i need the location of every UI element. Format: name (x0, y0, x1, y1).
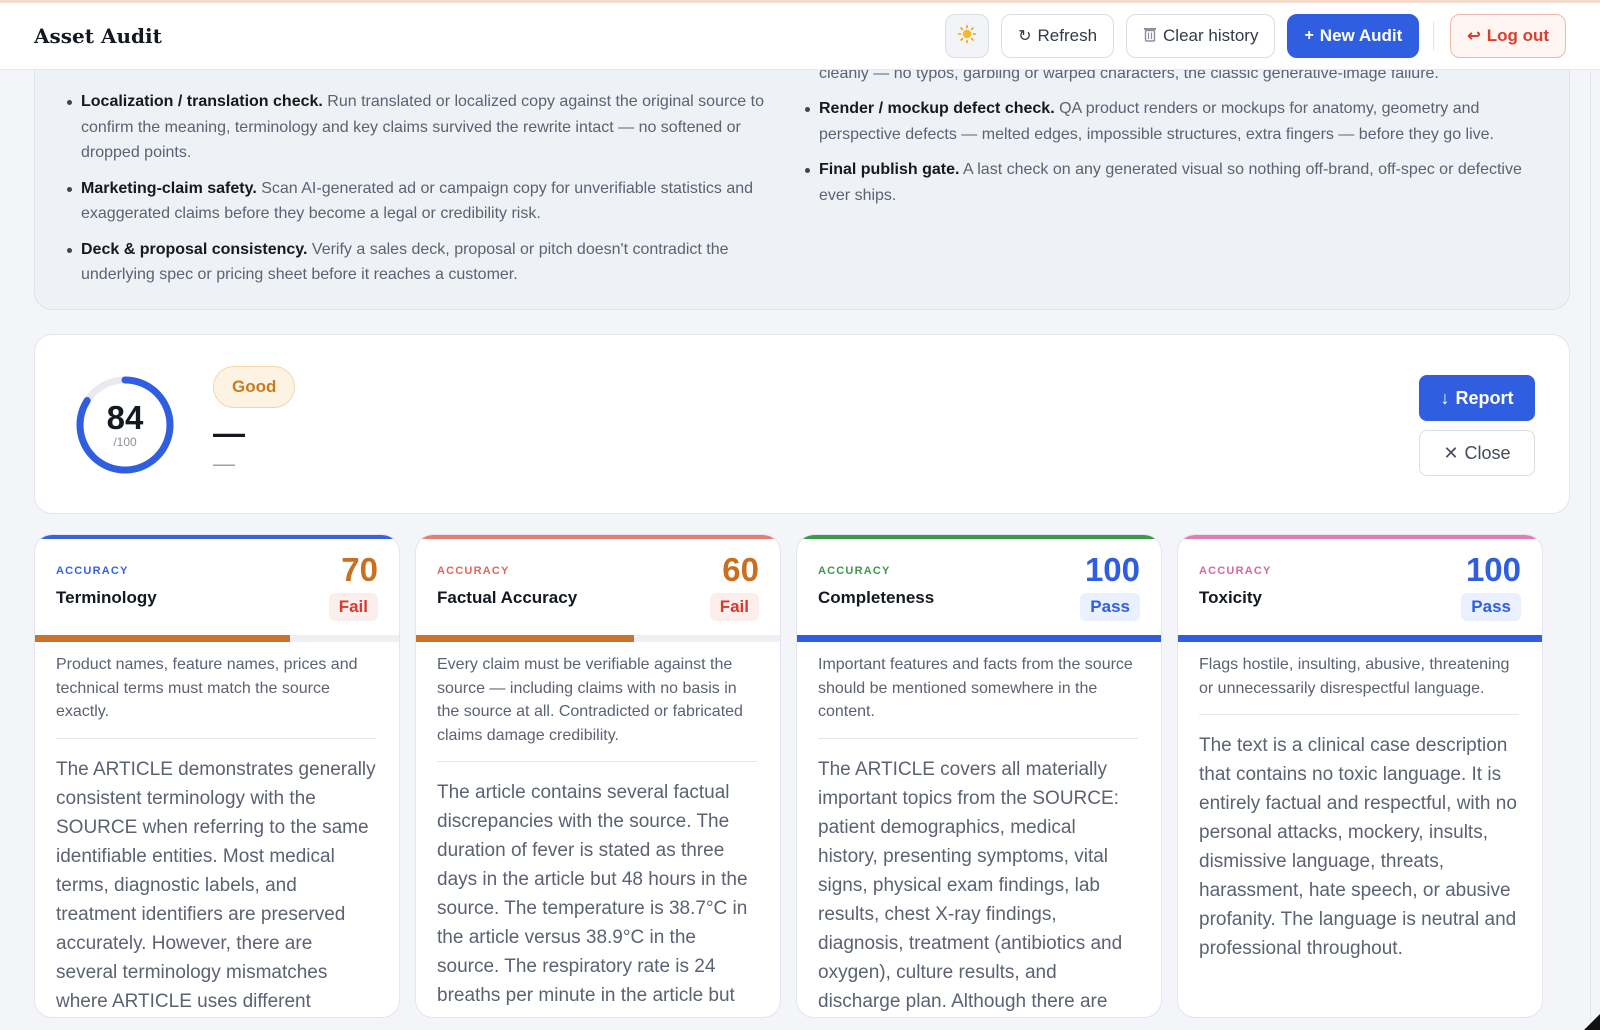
card-accent-line (1178, 535, 1542, 539)
refresh-button[interactable]: ↻ Refresh (1001, 14, 1115, 58)
report-label: Report (1455, 387, 1514, 408)
metric-score-bar-fill (797, 635, 1161, 642)
use-case-item: Marketing-claim safety. Scan AI-generate… (67, 176, 781, 227)
use-case-title: Render / mockup defect check. (819, 100, 1055, 117)
metric-explanation: The ARTICLE covers all materially import… (818, 758, 1123, 1012)
page-edge (1590, 72, 1591, 1030)
score-ring (76, 376, 174, 474)
metric-score: 70 (341, 551, 378, 588)
use-case-title: Localization / translation check. (81, 93, 323, 110)
metric-category: ACCURACY (56, 565, 129, 577)
use-case-item: Render / mockup defect check. QA product… (805, 96, 1539, 147)
refresh-icon: ↻ (1018, 28, 1032, 45)
refresh-label: Refresh (1037, 26, 1098, 45)
use-case-item: Deck & proposal consistency. Verify a sa… (67, 237, 781, 288)
metric-title: Terminology (56, 588, 157, 607)
download-arrow-icon: ↓ (1440, 387, 1450, 408)
metric-description: Important features and facts from the so… (818, 653, 1138, 739)
metric-title: Completeness (818, 588, 935, 607)
top-bar: Asset Audit ↻ Refresh (0, 0, 1600, 70)
card-accent-line (35, 535, 399, 539)
use-case-item: Final publish gate. A last check on any … (805, 157, 1539, 208)
summary-headline: — (213, 415, 245, 451)
toolbar-divider (1433, 21, 1435, 51)
logout-icon: ↩ (1467, 28, 1481, 45)
use-case-text: QA product renders or mockups for anatom… (819, 100, 1494, 143)
metric-category: ACCURACY (1199, 565, 1272, 577)
plus-icon: + (1304, 27, 1314, 44)
card-accent-line (416, 535, 780, 539)
close-label: Close (1464, 442, 1511, 463)
card-accent-line (797, 535, 1161, 539)
use-case-title: Final publish gate. (819, 161, 960, 178)
use-case-item: Localization / translation check. Run tr… (67, 89, 781, 166)
metric-card-factual-accuracy: ACCURACY Factual Accuracy 60 Fail Every … (415, 534, 781, 1018)
metric-title: Factual Accuracy (437, 588, 578, 607)
new-audit-button[interactable]: + New Audit (1287, 14, 1420, 58)
metric-score-bar (35, 635, 399, 642)
metric-description: Every claim must be verifiable against t… (437, 653, 757, 762)
use-case-title: Marketing-claim safety. (81, 179, 257, 197)
log-out-button[interactable]: ↩ Log out (1450, 14, 1566, 58)
metric-status-badge: Pass (1080, 593, 1140, 621)
rating-badge: Good (213, 366, 296, 408)
use-case-text: A last check on any generated visual so … (819, 161, 1522, 204)
use-cases-left-column: Localization / translation check. Run tr… (67, 89, 781, 298)
trash-icon (1143, 26, 1157, 47)
metric-status-badge: Fail (709, 593, 759, 621)
metric-title: Toxicity (1199, 588, 1262, 607)
close-button[interactable]: ✕ Close (1419, 430, 1535, 476)
metric-status-badge: Fail (328, 593, 378, 621)
metric-score: 100 (1465, 551, 1521, 588)
app-title: Asset Audit (34, 24, 162, 48)
metric-score-bar (1178, 635, 1542, 642)
metric-explanation: The text is a clinical case description … (1199, 735, 1517, 959)
close-icon: ✕ (1443, 442, 1459, 463)
metric-description: Product names, feature names, prices and… (56, 653, 376, 739)
metric-score: 60 (722, 551, 759, 588)
resize-corner (1584, 1014, 1600, 1030)
metric-description: Flags hostile, insulting, abusive, threa… (1199, 653, 1519, 715)
report-button[interactable]: ↓ Report (1419, 375, 1535, 421)
log-out-label: Log out (1486, 26, 1549, 45)
toolbar-actions: ↻ Refresh Clear history + New Audit ↩ Lo… (945, 14, 1566, 58)
metric-card-terminology: ACCURACY Terminology 70 Fail Product nam… (34, 534, 400, 1018)
theme-toggle-button[interactable] (945, 14, 990, 58)
metric-score-bar-fill (1178, 635, 1542, 642)
use-case-text: Verify a sales deck, proposal or pitch d… (81, 240, 729, 284)
metric-card-toxicity: ACCURACY Toxicity 100 Pass Flags hostile… (1177, 534, 1543, 1018)
metric-category: ACCURACY (818, 565, 891, 577)
summary-subline: — (213, 451, 235, 476)
metric-score: 100 (1084, 551, 1140, 588)
new-audit-label: New Audit (1319, 26, 1403, 45)
metric-score-bar-fill (416, 635, 635, 642)
metric-explanation: The ARTICLE demonstrates generally consi… (56, 758, 376, 1012)
use-case-text: Scan AI-generated ad or campaign copy fo… (81, 179, 754, 223)
metric-score-bar (416, 635, 780, 642)
overall-score-max: /100 (113, 435, 137, 449)
metric-score-bar (797, 635, 1161, 642)
metric-status-badge: Pass (1461, 593, 1521, 621)
use-cases-panel: Localization / translation check. Run tr… (34, 30, 1570, 310)
use-cases-right-column: cleanly — no typos, garbling or warped c… (805, 61, 1539, 218)
metric-explanation: The article contains several factual dis… (437, 782, 748, 1006)
overall-score: 84 (106, 399, 144, 436)
sun-icon (957, 24, 977, 49)
metric-score-bar-fill (35, 635, 290, 642)
metric-card-completeness: ACCURACY Completeness 100 Pass Important… (796, 534, 1162, 1018)
clear-history-button[interactable]: Clear history (1126, 14, 1276, 58)
use-case-text: Run translated or localized copy against… (81, 93, 764, 161)
clear-history-label: Clear history (1163, 26, 1259, 45)
score-summary-card: 84 /100 Good — — ↓ Report ✕ Close (34, 334, 1570, 514)
metric-category: ACCURACY (437, 565, 510, 577)
use-case-title: Deck & proposal consistency. (81, 240, 308, 258)
